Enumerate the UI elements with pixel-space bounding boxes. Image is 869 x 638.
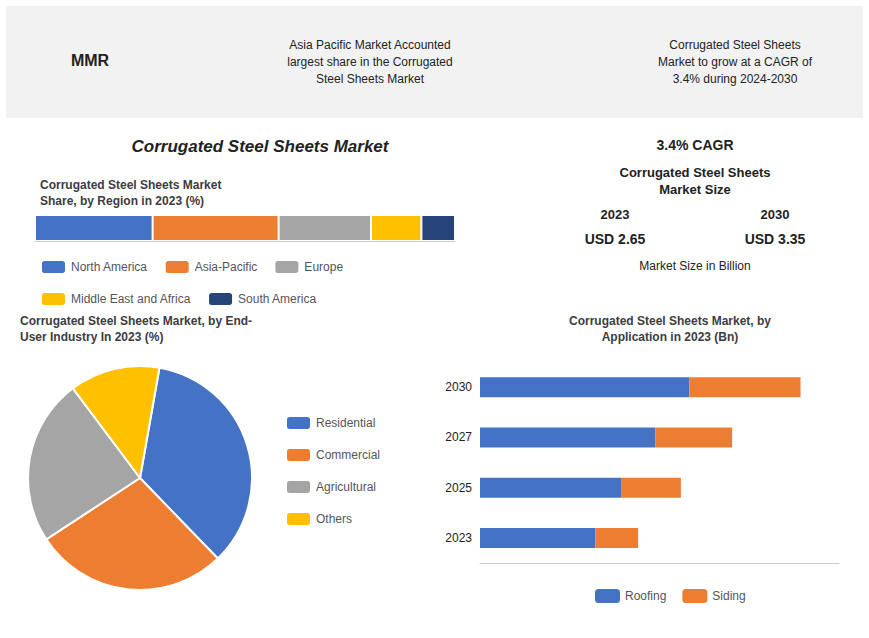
svg-text:Europe: Europe xyxy=(304,260,343,274)
svg-text:Corrugated Steel Sheets Market: Corrugated Steel Sheets Market xyxy=(132,137,390,156)
svg-text:2023: 2023 xyxy=(445,531,472,545)
svg-text:Market to grow at a CAGR of: Market to grow at a CAGR of xyxy=(658,55,813,69)
svg-text:Asia-Pacific: Asia-Pacific xyxy=(195,260,258,274)
svg-text:Corrugated Steel Sheets Market: Corrugated Steel Sheets Market xyxy=(40,178,221,192)
svg-text:Residential: Residential xyxy=(316,416,375,430)
svg-text:2023: 2023 xyxy=(601,207,630,222)
svg-text:North America: North America xyxy=(71,260,147,274)
svg-text:Corrugated Steel Sheets: Corrugated Steel Sheets xyxy=(620,165,771,180)
svg-text:2027: 2027 xyxy=(445,430,472,444)
svg-text:2030: 2030 xyxy=(445,380,472,394)
svg-text:largest share in the Corrugate: largest share in the Corrugated xyxy=(287,55,452,69)
svg-text:3.4% CAGR: 3.4% CAGR xyxy=(656,137,733,153)
svg-text:Application in 2023 (Bn): Application in 2023 (Bn) xyxy=(602,330,739,344)
svg-text:Roofing: Roofing xyxy=(625,589,666,603)
svg-text:USD 2.65: USD 2.65 xyxy=(585,231,646,247)
svg-text:Corrugated Steel Sheets Market: Corrugated Steel Sheets Market, by xyxy=(569,314,771,328)
svg-text:User Industry In 2023 (%): User Industry In 2023 (%) xyxy=(20,330,163,344)
svg-text:Middle East and Africa: Middle East and Africa xyxy=(71,292,191,306)
svg-text:Others: Others xyxy=(316,512,352,526)
svg-text:Asia Pacific Market Accounted: Asia Pacific Market Accounted xyxy=(289,38,450,52)
svg-text:South America: South America xyxy=(238,292,316,306)
svg-text:Steel Sheets Market: Steel Sheets Market xyxy=(316,72,425,86)
svg-text:MMR: MMR xyxy=(71,52,110,69)
svg-text:2030: 2030 xyxy=(761,207,790,222)
svg-text:Share, by Region in 2023 (%): Share, by Region in 2023 (%) xyxy=(40,194,204,208)
svg-text:Corrugated Steel Sheets: Corrugated Steel Sheets xyxy=(669,38,800,52)
svg-text:USD 3.35: USD 3.35 xyxy=(745,231,806,247)
svg-text:Market Size: Market Size xyxy=(659,182,731,197)
svg-text:Commercial: Commercial xyxy=(316,448,380,462)
svg-text:Agricultural: Agricultural xyxy=(316,480,376,494)
svg-text:Corrugated Steel Sheets Market: Corrugated Steel Sheets Market, by End- xyxy=(20,314,252,328)
svg-text:Market Size in Billion: Market Size in Billion xyxy=(639,259,750,273)
svg-text:2025: 2025 xyxy=(445,481,472,495)
svg-text:3.4% during 2024-2030: 3.4% during 2024-2030 xyxy=(673,72,798,86)
svg-text:Siding: Siding xyxy=(712,589,745,603)
